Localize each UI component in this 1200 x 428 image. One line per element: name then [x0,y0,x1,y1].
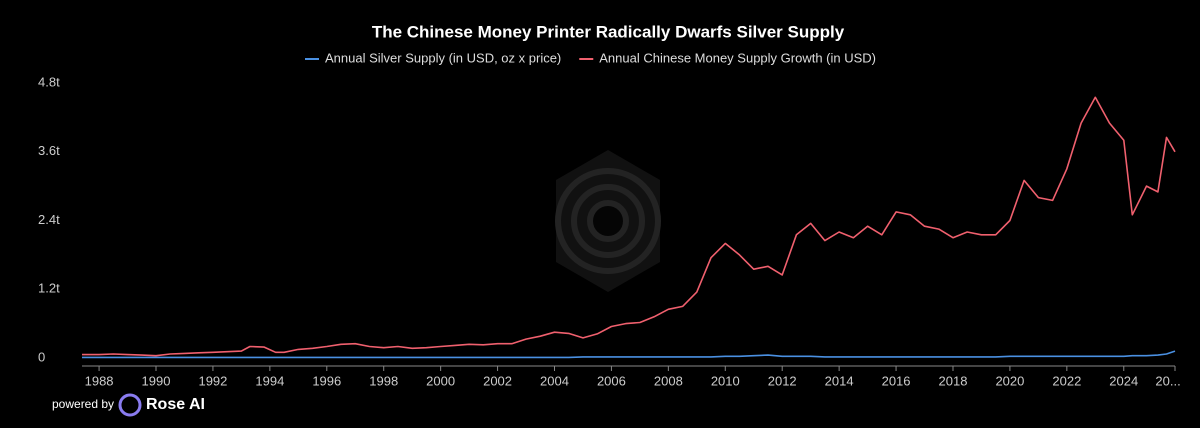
x-tick-label: 1988 [85,373,114,388]
x-tick-label: 1996 [312,373,341,388]
x-tick-label: 2004 [540,373,569,388]
x-tick-label: 2024 [1109,373,1138,388]
branding: powered by Rose AI [52,393,205,417]
series-line [82,96,1176,357]
x-tick-label: 2006 [597,373,626,388]
y-tick-label: 0 [38,349,45,364]
y-tick-label: 1.2t [38,281,60,296]
x-tick-label: 2016 [882,373,911,388]
x-tick-label: 2020 [995,373,1024,388]
x-tick-label: 2018 [939,373,968,388]
x-tick-label: 20... [1155,373,1180,388]
chart-title: The Chinese Money Printer Radically Dwar… [372,22,845,41]
x-tick-label: 1990 [142,373,171,388]
brand-name: Rose AI [146,396,205,413]
x-tick-label: 2000 [426,373,455,388]
y-tick-label: 2.4t [38,212,60,227]
x-tick-label: 2008 [654,373,683,388]
x-tick-label: 2002 [483,373,512,388]
x-tick-label: 1992 [198,373,227,388]
legend-label: Annual Silver Supply (in USD, oz x price… [325,50,561,65]
y-tick-label: 4.8t [38,74,60,89]
x-tick-label: 2012 [768,373,797,388]
powered-by: powered by [52,397,114,411]
x-tick-label: 2010 [711,373,740,388]
x-tick-label: 1998 [369,373,398,388]
series-line [82,350,1176,359]
legend-label: Annual Chinese Money Supply Growth (in U… [599,50,876,65]
y-tick-label: 3.6t [38,143,60,158]
logo [118,393,142,417]
x-tick-label: 2014 [825,373,854,388]
x-tick-label: 2022 [1052,373,1081,388]
x-tick-label: 1994 [255,373,284,388]
watermark [555,150,661,292]
